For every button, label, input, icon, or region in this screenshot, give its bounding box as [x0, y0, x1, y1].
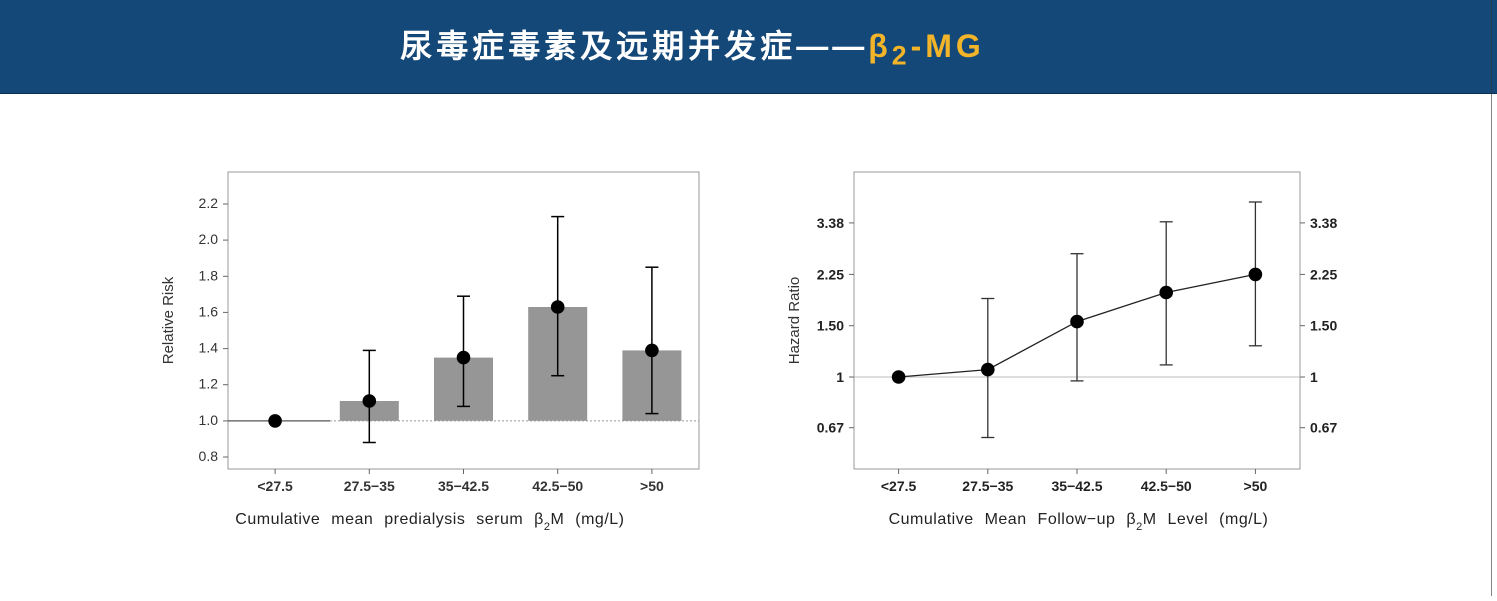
svg-text:1.50: 1.50 [1310, 318, 1337, 334]
svg-text:35−42.5: 35−42.5 [1052, 478, 1103, 494]
svg-text:42.5−50: 42.5−50 [1141, 478, 1192, 494]
svg-text:<27.5: <27.5 [257, 478, 293, 494]
svg-text:0.67: 0.67 [1310, 420, 1337, 436]
svg-text:3.38: 3.38 [817, 215, 844, 231]
svg-text:27.5−35: 27.5−35 [344, 478, 395, 494]
svg-text:2.25: 2.25 [1310, 266, 1337, 282]
svg-text:2.0: 2.0 [199, 231, 219, 247]
svg-text:Hazard Ratio: Hazard Ratio [786, 277, 803, 365]
svg-text:0.8: 0.8 [199, 448, 219, 464]
svg-text:42.5−50: 42.5−50 [532, 478, 583, 494]
svg-text:Cumulative Mean Follow−up β2M: Cumulative Mean Follow−up β2M Level (mg/… [889, 511, 1269, 533]
svg-text:>50: >50 [1244, 478, 1268, 494]
svg-text:1.0: 1.0 [199, 412, 219, 428]
svg-text:>50: >50 [640, 478, 664, 494]
svg-text:1.50: 1.50 [817, 318, 844, 334]
svg-text:1.8: 1.8 [199, 267, 219, 283]
svg-text:1.2: 1.2 [199, 376, 219, 392]
svg-text:0.67: 0.67 [817, 420, 844, 436]
svg-text:27.5−35: 27.5−35 [962, 478, 1013, 494]
svg-text:2.2: 2.2 [199, 195, 219, 211]
svg-text:3.38: 3.38 [1310, 215, 1337, 231]
svg-text:Relative Risk: Relative Risk [160, 276, 177, 364]
svg-text:35−42.5: 35−42.5 [438, 478, 489, 494]
svg-text:1: 1 [1310, 369, 1318, 385]
svg-text:Cumulative mean predialysis se: Cumulative mean predialysis serum β2M (m… [235, 511, 624, 533]
svg-text:2.25: 2.25 [817, 266, 844, 282]
svg-text:1: 1 [836, 369, 844, 385]
svg-text:1.4: 1.4 [199, 340, 219, 356]
svg-text:<27.5: <27.5 [881, 478, 917, 494]
svg-text:1.6: 1.6 [199, 303, 219, 319]
